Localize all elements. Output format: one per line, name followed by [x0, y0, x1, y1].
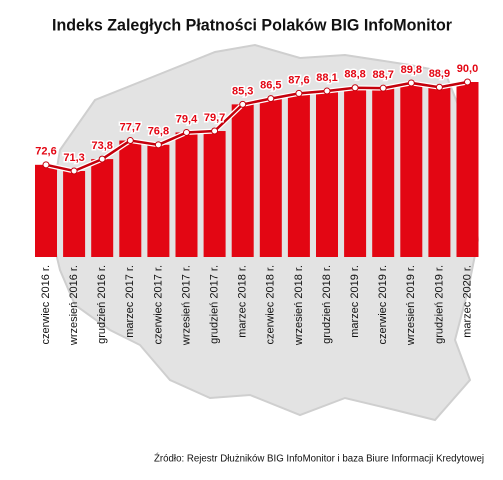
line-point: [211, 127, 219, 135]
bar: [175, 132, 198, 257]
line-point: [351, 84, 359, 92]
bar: [259, 98, 282, 258]
x-tick-label: grudzień 2018 r.: [321, 265, 333, 344]
data-label: 88,7: [372, 69, 393, 81]
line-point: [126, 137, 134, 145]
bar: [35, 164, 57, 257]
bar: [372, 88, 395, 257]
x-tick-label: marzec 2020 r.: [461, 265, 473, 338]
data-label: 73,8: [91, 140, 112, 152]
x-tick-label: marzec 2017 r.: [124, 265, 136, 338]
bar: [456, 82, 479, 257]
trend-line: [45, 80, 468, 173]
x-tick-label: czerwiec 2016 r.: [40, 265, 52, 344]
data-label: 89,8: [401, 64, 422, 76]
data-label: 88,1: [316, 72, 337, 84]
data-label: 90,0: [457, 63, 478, 75]
line-point: [70, 167, 78, 175]
data-label: 72,6: [35, 146, 56, 158]
x-tick-label: grudzień 2019 r.: [433, 265, 445, 344]
line-point: [435, 83, 443, 91]
x-tick-label: wrzesień 2016 r.: [68, 265, 80, 346]
line-point: [379, 84, 387, 92]
data-label: 88,8: [344, 69, 365, 81]
data-label: 85,3: [232, 85, 253, 97]
x-tick-label: marzec 2018 r.: [237, 265, 249, 338]
line-point: [464, 78, 471, 86]
line-point: [183, 128, 190, 136]
x-tick-label: czerwiec 2019 r.: [377, 265, 389, 344]
bar: [91, 159, 114, 257]
data-label: 76,8: [148, 126, 169, 138]
bar: [287, 93, 310, 258]
data-label: 87,6: [288, 74, 309, 86]
source-note: Źródło: Rejestr Dłużników BIG InfoMonito…: [154, 452, 484, 465]
bar: [119, 140, 142, 257]
x-tick-label: czerwiec 2018 r.: [265, 265, 277, 344]
bar: [344, 87, 367, 257]
data-label: 79,7: [204, 112, 225, 124]
line-point: [407, 79, 415, 87]
line-point: [323, 87, 331, 95]
line-point: [154, 141, 162, 149]
line-point: [239, 100, 247, 108]
bar: [203, 131, 226, 257]
line-point: [267, 95, 275, 103]
bar: [428, 87, 451, 257]
line-point: [98, 155, 106, 163]
x-tick-label: czerwiec 2017 r.: [152, 265, 164, 344]
x-tick-label: wrzesień 2017 r.: [180, 265, 192, 346]
data-label: 79,4: [176, 113, 198, 125]
bar: [316, 91, 338, 257]
chart-title: Indeks Zaległych Płatności Polaków BIG I…: [52, 15, 452, 34]
bar: [231, 104, 254, 257]
x-tick-label: marzec 2019 r.: [349, 265, 361, 338]
bar: [147, 144, 170, 257]
data-label: 71,3: [63, 152, 84, 164]
data-label: 88,9: [429, 68, 450, 80]
x-tick-label: wrzesień 2018 r.: [293, 265, 305, 346]
bar: [63, 171, 86, 257]
x-tick-label: grudzień 2017 r.: [209, 265, 221, 344]
data-label: 77,7: [120, 121, 141, 133]
bar: [400, 82, 423, 257]
x-tick-label: wrzesień 2019 r.: [405, 265, 417, 346]
x-tick-label: grudzień 2016 r.: [96, 265, 108, 344]
line-point: [295, 89, 303, 97]
line-point: [42, 161, 50, 169]
data-label: 86,5: [260, 80, 281, 92]
